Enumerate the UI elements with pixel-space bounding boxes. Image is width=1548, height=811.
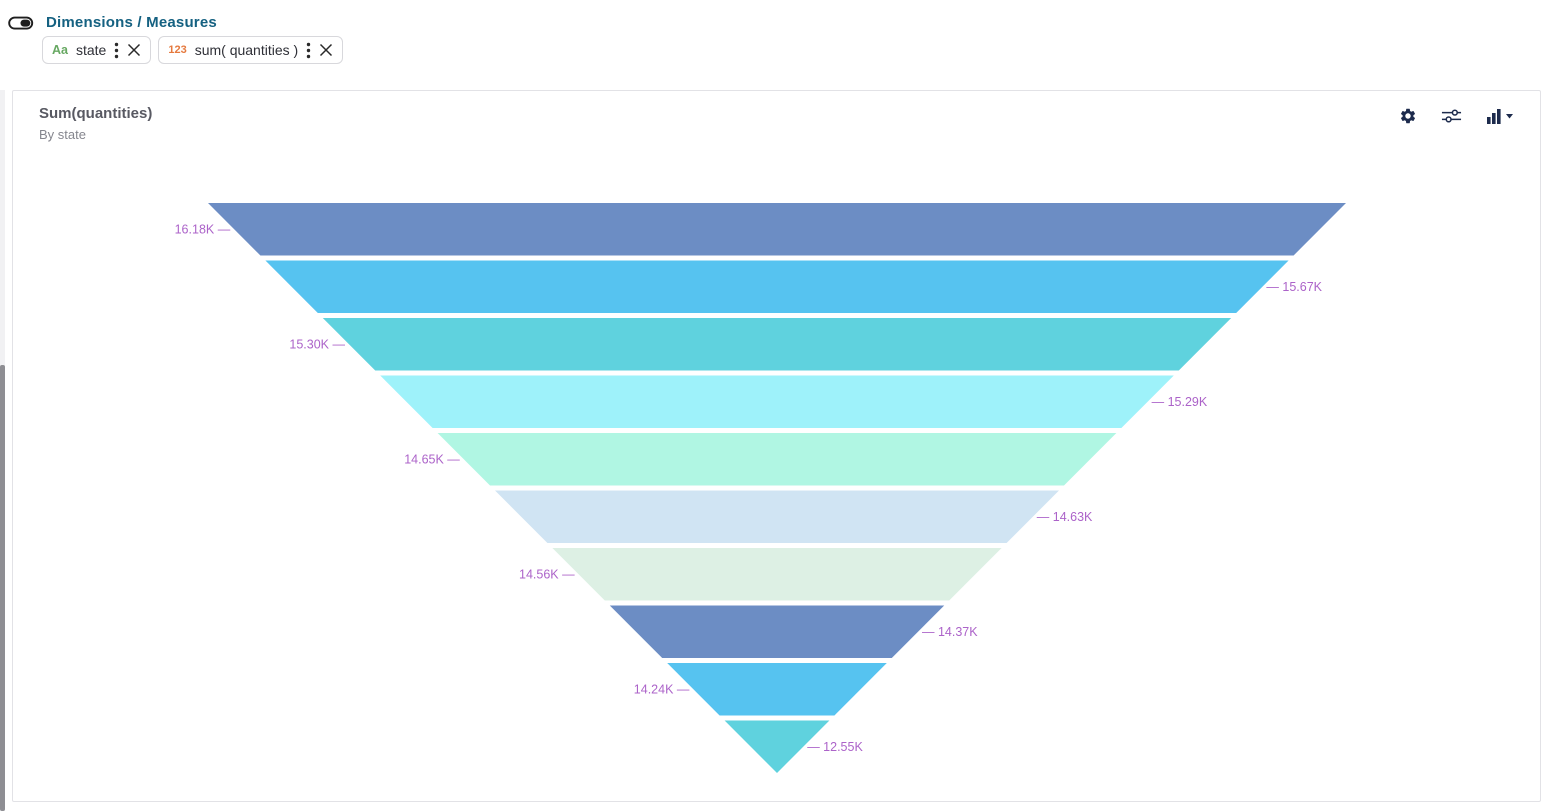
chevron-down-icon — [1506, 114, 1513, 119]
funnel-value-label: 14.24K — — [634, 682, 690, 696]
chart-toolbar — [1399, 107, 1516, 125]
pill-menu-icon[interactable] — [306, 42, 311, 59]
funnel-segment-3[interactable] — [322, 318, 1232, 371]
funnel-segment-7[interactable] — [552, 548, 1002, 601]
chart-subtitle: By state — [39, 127, 86, 142]
chart-card: Sum(quantities) By state — [12, 90, 1541, 802]
pill-label: state — [75, 42, 107, 58]
funnel-segment-10[interactable] — [724, 720, 830, 774]
dimension-pill-state[interactable]: Aa state — [42, 36, 152, 64]
funnel-value-label: 15.30K — — [289, 337, 345, 351]
chart-title: Sum(quantities) — [39, 105, 153, 122]
funnel-segment-1[interactable] — [208, 203, 1346, 256]
funnel-value-label: 14.65K — — [404, 452, 460, 466]
funnel-value-label: 16.18K — — [175, 222, 231, 236]
funnel-segment-5[interactable] — [437, 433, 1117, 486]
pill-label: sum( quantities ) — [194, 42, 299, 58]
funnel-value-label: — 14.37K — [922, 625, 978, 639]
funnel-segment-6[interactable] — [494, 490, 1060, 544]
text-type-icon: Aa — [52, 43, 68, 57]
number-type-icon: 123 — [168, 44, 187, 56]
funnel-segment-9[interactable] — [667, 663, 887, 716]
funnel-value-label: — 14.63K — [1037, 510, 1093, 524]
pill-remove-icon[interactable] — [319, 43, 333, 57]
funnel-value-label: — 15.67K — [1266, 280, 1322, 294]
tune-sliders-icon[interactable] — [1441, 107, 1462, 125]
pill-remove-icon[interactable] — [127, 43, 141, 57]
field-pills: Aa state 123 sum( quantities ) — [42, 36, 344, 64]
panel-toggle-icon[interactable] — [8, 15, 34, 31]
settings-gear-icon[interactable] — [1399, 107, 1417, 125]
scrollbar-thumb[interactable] — [0, 365, 5, 811]
chart-type-dropdown-icon[interactable] — [1486, 107, 1516, 125]
funnel-value-label: 14.56K — — [519, 567, 575, 581]
vertical-scrollbar[interactable] — [0, 90, 5, 811]
funnel-segment-4[interactable] — [380, 375, 1174, 429]
funnel-chart: 16.18K — — 15.67K 15.30K — — 15.29K 14.65K —… — [175, 203, 1346, 774]
dimensions-measures-panel: Dimensions / Measures Aa state 123 sum( … — [0, 0, 1548, 88]
measure-pill-sum-quantities[interactable]: 123 sum( quantities ) — [158, 36, 344, 64]
funnel-value-label: — 12.55K — [807, 740, 863, 754]
funnel-segment-8[interactable] — [609, 605, 945, 659]
funnel-segment-2[interactable] — [265, 260, 1289, 314]
funnel-value-label: — 15.29K — [1152, 395, 1208, 409]
panel-title: Dimensions / Measures — [46, 14, 217, 31]
pill-menu-icon[interactable] — [114, 42, 119, 59]
chart-card-header: Sum(quantities) By state — [39, 105, 152, 142]
